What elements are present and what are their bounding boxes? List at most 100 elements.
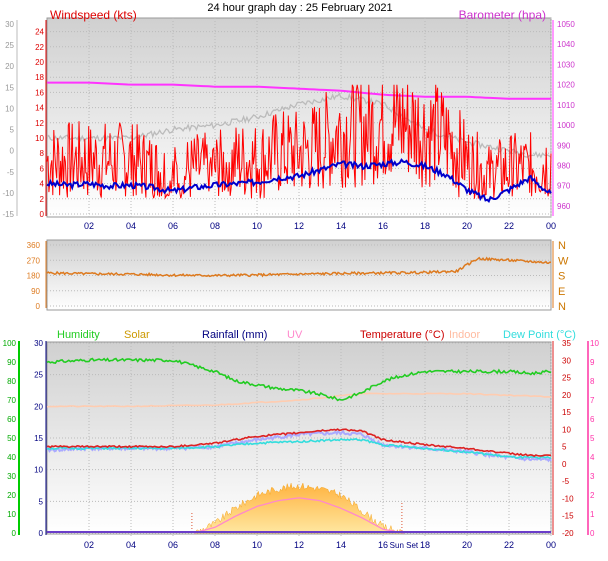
- uv-tick-label: 6: [590, 415, 595, 424]
- x-tick-label: 12: [294, 540, 304, 550]
- grey-axis-tick-label: 15: [5, 83, 14, 92]
- x-tick-label: 14: [336, 221, 346, 231]
- temperature-tick-label: 0: [562, 460, 567, 469]
- humidity-tick-label: 10: [7, 510, 16, 519]
- uv-tick-label: 2: [590, 491, 595, 500]
- rainfall-tick-label: 10: [34, 466, 43, 475]
- x-tick-label: 08: [210, 221, 220, 231]
- wind-panel-axes: 242220181614121086420302520151050-5-10-1…: [2, 20, 575, 219]
- legend-entry: Rainfall (mm): [202, 329, 267, 341]
- barometer-tick-label: 990: [557, 141, 571, 150]
- climate-panel-axes: 3025201510501009080706050403020100353025…: [3, 339, 600, 550]
- direction-panel-series: [46, 256, 551, 278]
- barometer-tick-label: 1030: [557, 60, 575, 69]
- temperature-line: [46, 428, 552, 458]
- x-tick-label: 06: [168, 540, 178, 550]
- x-tick-label: 14: [336, 540, 346, 550]
- temperature-tick-label: 35: [562, 339, 571, 348]
- sunset-label: Sun Set: [390, 541, 419, 550]
- windspeed-tick-label: 10: [35, 134, 44, 143]
- rainfall-tick-label: 15: [34, 434, 43, 443]
- uv-tick-label: 10: [590, 339, 599, 348]
- compass-label: S: [558, 271, 565, 283]
- grey-axis-tick-label: 10: [5, 104, 14, 113]
- windspeed-axis-label: Windspeed (kts): [50, 8, 137, 22]
- climate-panel-series: [46, 357, 552, 534]
- rainfall-tick-label: 25: [34, 371, 43, 380]
- x-tick-label: 04: [126, 540, 136, 550]
- temperature-tick-label: 5: [562, 443, 567, 452]
- humidity-tick-label: 50: [7, 434, 16, 443]
- windspeed-tick-label: 2: [40, 195, 45, 204]
- direction-tick-label: 0: [36, 302, 41, 311]
- barometer-tick-label: 1020: [557, 81, 575, 90]
- uv-tick-label: 3: [590, 472, 595, 481]
- temperature-tick-label: -10: [562, 494, 574, 503]
- legend-entry: Solar: [124, 329, 150, 341]
- barometer-tick-label: 1000: [557, 121, 575, 130]
- legend-entry: UV: [287, 329, 303, 341]
- humidity-tick-label: 80: [7, 377, 16, 386]
- page-title: 24 hour graph day : 25 February 2021: [207, 2, 392, 14]
- x-tick-label: 12: [294, 221, 304, 231]
- grey-axis-tick-label: 30: [5, 20, 14, 29]
- legend-entry: Humidity: [57, 329, 100, 341]
- barometer-line: [47, 81, 551, 100]
- windspeed-tick-label: 6: [40, 164, 45, 173]
- wind-direction-line: [46, 256, 551, 278]
- humidity-tick-label: 70: [7, 396, 16, 405]
- grey-axis-tick-label: 20: [5, 62, 14, 71]
- compass-label: E: [558, 286, 565, 298]
- indoor-line: [46, 392, 552, 408]
- uv-tick-label: 4: [590, 453, 595, 462]
- windspeed-tick-label: 20: [35, 58, 44, 67]
- compass-label: N: [558, 301, 566, 313]
- uv-tick-label: 7: [590, 396, 595, 405]
- direction-panel-grid: [47, 244, 551, 307]
- x-tick-label: 02: [84, 540, 94, 550]
- temperature-tick-label: 20: [562, 391, 571, 400]
- grey-axis-tick-label: 25: [5, 41, 14, 50]
- temperature-tick-label: 25: [562, 374, 571, 383]
- wind-panel-series: [46, 81, 552, 204]
- windspeed-tick-label: 0: [40, 210, 45, 219]
- barometer-tick-label: 970: [557, 182, 571, 191]
- humidity-tick-label: 20: [7, 491, 16, 500]
- x-tick-label: 06: [168, 221, 178, 231]
- grey-axis-tick-label: -15: [2, 210, 14, 219]
- barometer-tick-label: 960: [557, 202, 571, 211]
- rainfall-tick-label: 30: [34, 339, 43, 348]
- humidity-line: [46, 357, 552, 402]
- grey-axis-tick-label: 5: [10, 126, 15, 135]
- barometer-tick-label: 1010: [557, 101, 575, 110]
- uv-tick-label: 1: [590, 510, 595, 519]
- x-tick-label: 22: [504, 221, 514, 231]
- x-tick-label: 16: [378, 540, 388, 550]
- humidity-tick-label: 60: [7, 415, 16, 424]
- x-tick-label: 08: [210, 540, 220, 550]
- x-tick-label: 02: [84, 221, 94, 231]
- uv-tick-label: 9: [590, 358, 595, 367]
- rainfall-tick-label: 0: [39, 529, 44, 538]
- temperature-tick-label: -5: [562, 477, 570, 486]
- rainfall-tick-label: 5: [39, 497, 44, 506]
- compass-label: W: [558, 255, 569, 267]
- uv-line: [193, 497, 405, 534]
- uv-tick-label: 8: [590, 377, 595, 386]
- humidity-tick-label: 40: [7, 453, 16, 462]
- direction-tick-label: 180: [27, 272, 41, 281]
- barometer-axis-label: Barometer (hpa): [459, 8, 546, 22]
- legend-entry: Dew Point (°C): [503, 329, 576, 341]
- humidity-tick-label: 100: [3, 339, 17, 348]
- humidity-tick-label: 30: [7, 472, 16, 481]
- climate-panel: 02 04 06 08 10 12 14 16 18 20 22 00 302520151050100…: [3, 329, 600, 550]
- windspeed-tick-label: 22: [35, 43, 44, 52]
- barometer-tick-label: 1050: [557, 20, 575, 29]
- windspeed-tick-label: 12: [35, 119, 44, 128]
- x-tick-label: 10: [252, 540, 262, 550]
- gust-line: [46, 84, 552, 200]
- rainfall-tick-label: 20: [34, 402, 43, 411]
- windspeed-tick-label: 24: [35, 28, 44, 37]
